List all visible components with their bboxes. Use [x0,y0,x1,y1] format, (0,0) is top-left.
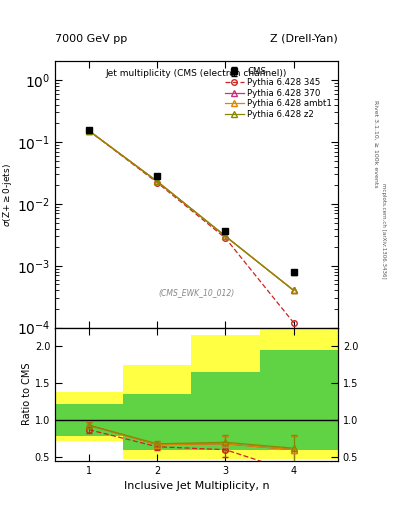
Pythia 6.428 345 [87,128,92,134]
X-axis label: Inclusive Jet Multiplicity, n: Inclusive Jet Multiplicity, n [124,481,269,491]
Pythia 6.428 345 [291,319,296,326]
Pythia 6.428 345 [155,180,160,186]
Pythia 6.428 ambt1 [291,287,296,293]
Text: Rivet 3.1.10, ≥ 100k events: Rivet 3.1.10, ≥ 100k events [373,99,378,187]
Pythia 6.428 z2 [87,128,92,134]
Pythia 6.428 370 [291,287,296,293]
Line: Pythia 6.428 345: Pythia 6.428 345 [86,128,296,326]
Text: 7000 GeV pp: 7000 GeV pp [55,33,127,44]
Line: Pythia 6.428 ambt1: Pythia 6.428 ambt1 [86,128,296,293]
Text: Z (Drell-Yan): Z (Drell-Yan) [270,33,338,44]
Pythia 6.428 370 [87,128,92,134]
Legend: CMS, Pythia 6.428 345, Pythia 6.428 370, Pythia 6.428 ambt1, Pythia 6.428 z2: CMS, Pythia 6.428 345, Pythia 6.428 370,… [223,66,334,120]
Pythia 6.428 370 [223,233,228,239]
Pythia 6.428 z2 [291,287,296,293]
Y-axis label: Ratio to CMS: Ratio to CMS [22,363,32,425]
Line: Pythia 6.428 z2: Pythia 6.428 z2 [86,128,296,293]
Text: mcplots.cern.ch [arXiv:1306.3436]: mcplots.cern.ch [arXiv:1306.3436] [381,183,386,278]
Text: Jet multiplicity (CMS (electron channel)): Jet multiplicity (CMS (electron channel)… [106,70,287,78]
Y-axis label: $\sigma$(Z+$\geq$n-jets)
$\sigma$(Z+$\geq$0-jets): $\sigma$(Z+$\geq$n-jets) $\sigma$(Z+$\ge… [0,163,14,226]
Pythia 6.428 370 [155,178,160,184]
Pythia 6.428 ambt1 [155,178,160,184]
Text: (CMS_EWK_10_012): (CMS_EWK_10_012) [158,289,235,297]
Line: Pythia 6.428 370: Pythia 6.428 370 [86,128,296,293]
Pythia 6.428 ambt1 [87,127,92,134]
Pythia 6.428 z2 [223,233,228,239]
Pythia 6.428 345 [223,235,228,241]
Pythia 6.428 z2 [155,178,160,184]
Pythia 6.428 ambt1 [223,233,228,239]
